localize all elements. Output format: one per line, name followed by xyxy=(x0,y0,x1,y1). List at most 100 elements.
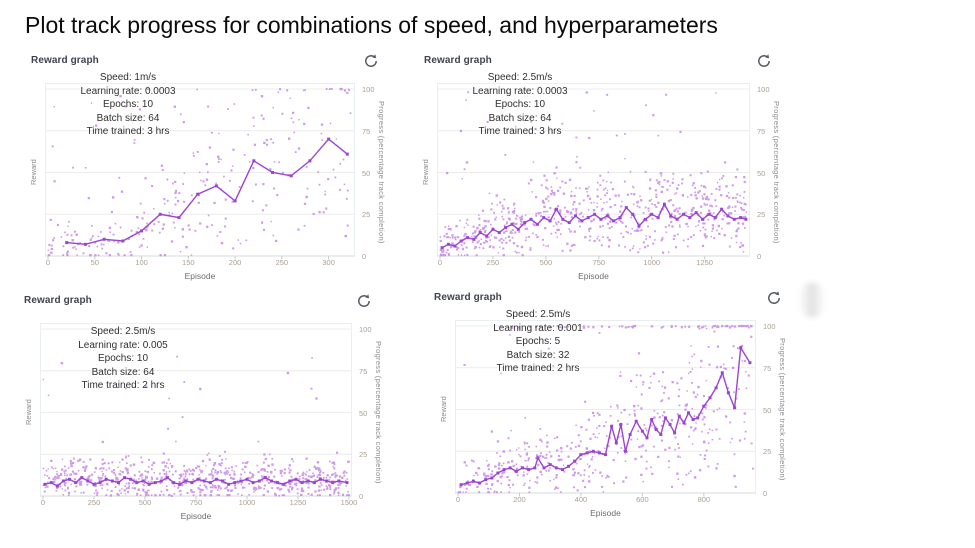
x-axis-tick-label: 250 xyxy=(87,498,101,507)
x-axis-tick-label: 250 xyxy=(486,258,500,267)
annotation-line: Batch size: 64 xyxy=(91,366,155,378)
y-axis-tick-label: 100 xyxy=(362,85,375,94)
plot-border xyxy=(437,83,750,257)
x-axis-tick-label: 0 xyxy=(437,258,443,267)
hyperparameter-annotation: Speed: 2.5m/s Learning rate: 0.005 Epoch… xyxy=(46,325,200,393)
annotation-line: Speed: 1m/s xyxy=(99,72,157,83)
chart-area: Speed: 1m/s Learning rate: 0.0003 Epochs… xyxy=(45,72,355,261)
x-axis-tick-label: 1000 xyxy=(643,258,661,267)
annotation-line: Epochs: 10 xyxy=(494,99,546,110)
panel-title: Reward graph xyxy=(434,292,502,303)
annotation-line: Speed: 2.5m/s xyxy=(487,72,553,83)
annotation-line: Batch size: 32 xyxy=(506,349,570,361)
y-axis-tick-label: 0 xyxy=(362,252,367,261)
reward-chart xyxy=(45,83,355,260)
x-axis-ticks: 0 50 100 150 200 250 300 xyxy=(45,258,355,268)
y-axis-ticks: 0 25 50 75 100 xyxy=(359,323,379,501)
reward-chart xyxy=(455,320,756,497)
y-axis-tick-label: 75 xyxy=(362,126,371,136)
y-axis-tick-label: 50 xyxy=(362,168,371,178)
hyperparameter-annotation: Speed: 2.5m/s Learning rate: 0.0003 Epoc… xyxy=(443,71,597,139)
y-axis-tick-label: 0 xyxy=(757,252,762,261)
y-axis-label-right: Progress (percentage track completion) xyxy=(377,100,386,244)
x-axis-label: Episode xyxy=(184,271,216,281)
y-axis-label-left: Reward xyxy=(24,399,33,425)
chart-area: Speed: 2.5m/s Learning rate: 0.001 Epoch… xyxy=(455,309,756,498)
annotation-line: Learning rate: 0.0003 xyxy=(472,85,568,97)
y-axis-tick-label: 25 xyxy=(763,447,772,457)
y-axis-tick-label: 50 xyxy=(359,408,368,418)
y-axis-label-left: Reward xyxy=(421,159,430,185)
annotation-line: Epochs: 5 xyxy=(515,336,561,347)
refresh-icon[interactable] xyxy=(756,53,772,69)
panel-title: Reward graph xyxy=(424,55,492,66)
y-axis-tick-label: 25 xyxy=(362,210,371,220)
y-axis-tick-label: 100 xyxy=(763,322,776,331)
x-axis-tick-label: 750 xyxy=(189,498,203,507)
reward-graph-panel: Reward graph Speed: 2.5m/s Learning rate… xyxy=(428,287,800,533)
y-axis-tick-label: 75 xyxy=(359,366,368,376)
reward-chart xyxy=(437,83,750,260)
y-axis-ticks: 0 25 50 75 100 xyxy=(757,83,777,261)
x-axis-tick-label: 600 xyxy=(636,495,649,504)
y-axis-label-right: Progress (percentage track completion) xyxy=(778,337,787,481)
scatter-points xyxy=(47,87,352,257)
annotation-line: Speed: 2.5m/s xyxy=(90,326,156,337)
refresh-icon-glyph xyxy=(365,54,377,67)
y-axis-tick-label: 50 xyxy=(763,405,772,415)
y-axis-tick-label: 75 xyxy=(763,363,772,373)
y-axis-ticks: 0 25 50 75 100 xyxy=(763,320,783,498)
chart-area: Speed: 2.5m/s Learning rate: 0.005 Epoch… xyxy=(40,323,352,501)
x-axis-tick-label: 1250 xyxy=(289,498,307,507)
hyperparameter-annotation: Speed: 2.5m/s Learning rate: 0.001 Epoch… xyxy=(461,308,615,376)
y-axis-tick-label: 25 xyxy=(359,450,368,460)
refresh-icon[interactable] xyxy=(766,290,782,306)
x-axis-tick-label: 500 xyxy=(138,498,152,507)
x-axis-tick-label: 1000 xyxy=(238,498,256,507)
x-axis-tick-label: 500 xyxy=(539,258,553,267)
reward-graph-panel: Reward graph Speed: 2.5m/s Learning rate… xyxy=(18,290,400,536)
refresh-icon-glyph xyxy=(758,54,770,67)
x-axis-ticks: 0 250 500 750 1000 1250 xyxy=(437,258,750,268)
x-axis-tick-label: 300 xyxy=(322,258,335,267)
refresh-icon[interactable] xyxy=(363,53,379,69)
x-axis-tick-label: 200 xyxy=(513,495,526,504)
line-markers xyxy=(65,137,349,246)
panel-title: Reward graph xyxy=(24,295,92,306)
x-axis-tick-label: 1500 xyxy=(340,498,358,507)
reward-chart xyxy=(40,323,352,500)
x-axis-tick-label: 200 xyxy=(228,258,242,267)
reward-graph-panel: Reward graph Speed: 1m/s Learning rate: … xyxy=(25,50,407,296)
line-markers xyxy=(459,346,752,487)
average-reward-line xyxy=(66,138,348,246)
x-axis-label: Episode xyxy=(578,271,609,281)
x-axis-tick-label: 0 xyxy=(45,258,51,267)
plot-border xyxy=(45,83,355,257)
screen-artifact xyxy=(799,283,825,317)
hyperparameter-annotation: Speed: 1m/s Learning rate: 0.0003 Epochs… xyxy=(51,71,205,139)
plot-border xyxy=(455,320,756,494)
refresh-icon[interactable] xyxy=(356,293,372,309)
x-axis-tick-label: 100 xyxy=(135,258,148,267)
x-axis-ticks: 0 200 400 600 800 xyxy=(455,495,756,505)
y-axis-tick-label: 50 xyxy=(757,168,766,178)
x-axis-tick-label: 0 xyxy=(40,498,46,507)
chart-area: Speed: 2.5m/s Learning rate: 0.0003 Epoc… xyxy=(437,72,750,261)
annotation-line: Epochs: 10 xyxy=(102,99,154,110)
annotation-line: Time trained: 2 hrs xyxy=(81,380,165,391)
page-title: Plot track progress for combinations of … xyxy=(25,12,718,38)
annotation-line: Batch size: 64 xyxy=(488,112,552,124)
y-axis-tick-label: 25 xyxy=(757,210,766,220)
y-axis-label-right: Progress (percentage track completion) xyxy=(772,100,781,244)
y-axis-tick-label: 100 xyxy=(757,85,770,94)
refresh-icon-glyph xyxy=(768,291,780,304)
y-axis-label-left: Reward xyxy=(439,396,448,422)
annotation-line: Time trained: 2 hrs xyxy=(496,363,580,374)
annotation-line: Time trained: 3 hrs xyxy=(86,126,170,137)
annotation-line: Time trained: 3 hrs xyxy=(478,126,562,137)
annotation-line: Learning rate: 0.0003 xyxy=(80,85,176,97)
annotation-line: Epochs: 10 xyxy=(97,353,149,364)
x-axis-tick-label: 250 xyxy=(275,258,289,267)
x-axis-ticks: 0 250 500 750 1000 1250 1500 xyxy=(40,498,357,508)
